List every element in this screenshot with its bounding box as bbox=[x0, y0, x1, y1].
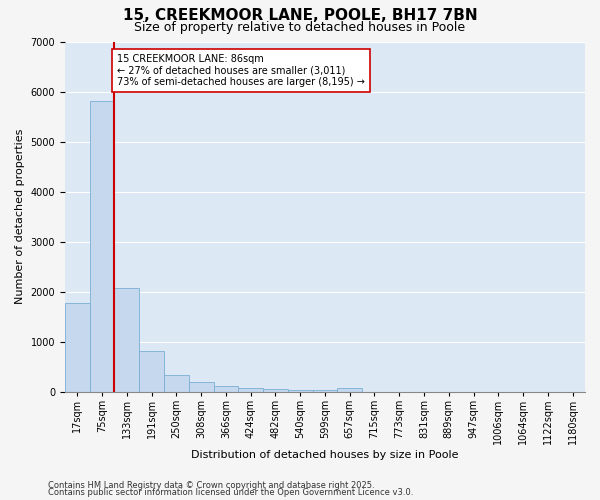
Bar bbox=[189, 382, 214, 392]
Bar bbox=[288, 390, 313, 392]
Y-axis label: Number of detached properties: Number of detached properties bbox=[15, 129, 25, 304]
Bar bbox=[164, 376, 189, 392]
Bar bbox=[115, 288, 139, 392]
Text: 15 CREEKMOOR LANE: 86sqm
← 27% of detached houses are smaller (3,011)
73% of sem: 15 CREEKMOOR LANE: 86sqm ← 27% of detach… bbox=[117, 54, 365, 87]
Text: Contains HM Land Registry data © Crown copyright and database right 2025.: Contains HM Land Registry data © Crown c… bbox=[48, 480, 374, 490]
Bar bbox=[313, 390, 337, 392]
Bar bbox=[238, 388, 263, 392]
Bar bbox=[89, 100, 115, 392]
Bar bbox=[139, 351, 164, 392]
Bar bbox=[337, 388, 362, 392]
Bar bbox=[65, 303, 89, 392]
Text: Contains public sector information licensed under the Open Government Licence v3: Contains public sector information licen… bbox=[48, 488, 413, 497]
Bar bbox=[263, 389, 288, 392]
Text: Size of property relative to detached houses in Poole: Size of property relative to detached ho… bbox=[134, 21, 466, 34]
Text: 15, CREEKMOOR LANE, POOLE, BH17 7BN: 15, CREEKMOOR LANE, POOLE, BH17 7BN bbox=[122, 8, 478, 22]
X-axis label: Distribution of detached houses by size in Poole: Distribution of detached houses by size … bbox=[191, 450, 459, 460]
Bar bbox=[214, 386, 238, 392]
